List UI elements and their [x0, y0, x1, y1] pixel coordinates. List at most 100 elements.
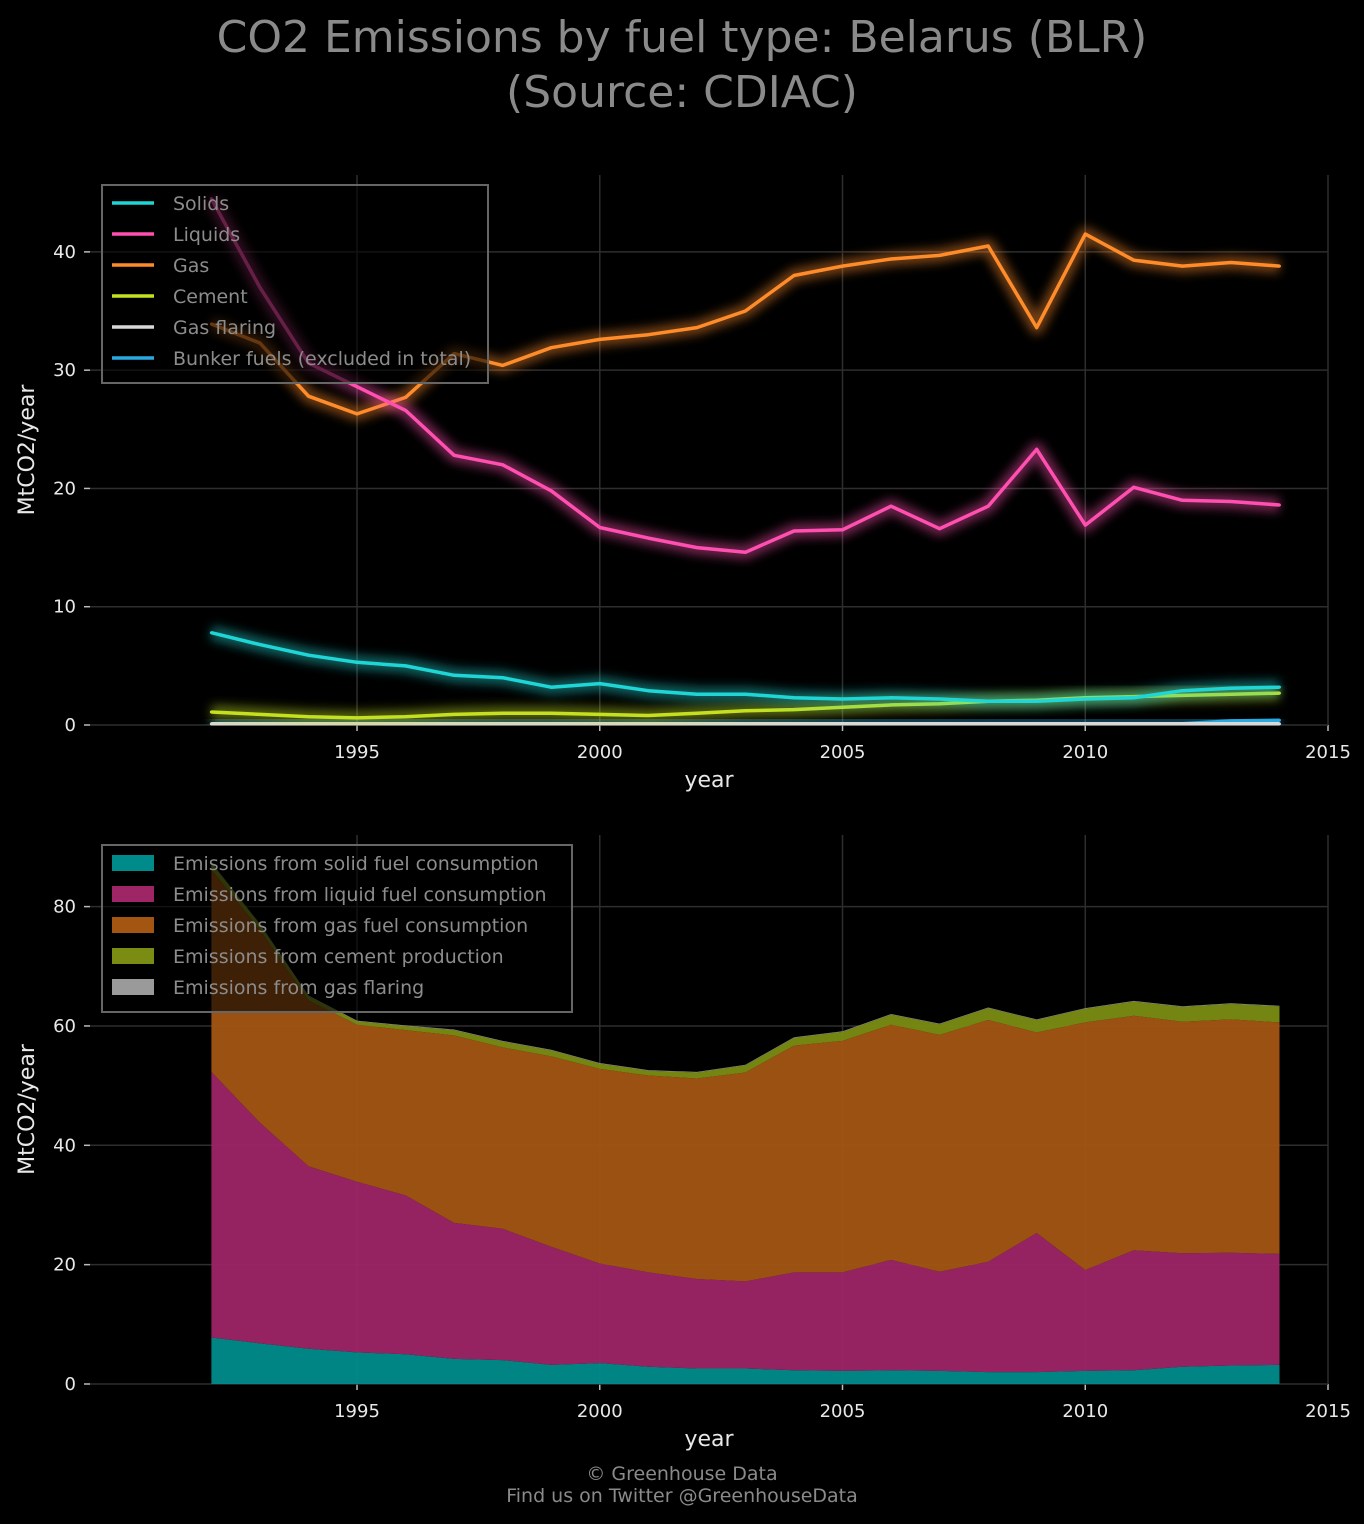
- y-tick-label-10: 10: [53, 597, 76, 618]
- line-chart-by-fuel: 1995 2000 2005 2010 2015 0 10 20 30 40 year MtCO2/y…: [15, 175, 1351, 793]
- legend-label-2: Gas: [173, 255, 209, 277]
- data-point-3-3: [355, 716, 359, 720]
- data-point-2-9: [646, 333, 650, 337]
- data-point-3-12: [792, 708, 796, 712]
- data-point-4-15: [938, 722, 942, 726]
- data-point-1-6: [501, 463, 505, 467]
- data-point-3-9: [646, 714, 650, 718]
- y-tick-label-20: 20: [53, 1255, 76, 1276]
- data-point-2-6: [501, 363, 505, 367]
- y-tick-label-30: 30: [53, 360, 76, 381]
- area-band-0: [211, 1337, 1280, 1384]
- data-point-1-5: [452, 453, 456, 457]
- stacked-area-chart: 1995 2000 2005 2010 2015 0 20 40 60 80 year MtCO2/y…: [15, 835, 1351, 1452]
- legend-label-1: Liquids: [173, 224, 240, 246]
- legend-box: [101, 844, 573, 1013]
- data-point-1-12: [792, 529, 796, 533]
- data-point-1-7: [549, 489, 553, 493]
- data-point-2-2: [306, 394, 310, 398]
- area-band-2: [211, 869, 1280, 1282]
- data-point-4-6: [501, 722, 505, 726]
- data-point-2-10: [695, 326, 699, 330]
- data-point-0-7: [549, 685, 553, 689]
- data-point-1-9: [646, 536, 650, 540]
- area-band-1: [211, 1071, 1280, 1373]
- data-point-1-21: [1229, 499, 1233, 503]
- data-point-4-12: [792, 722, 796, 726]
- data-point-3-7: [549, 711, 553, 715]
- data-point-1-10: [695, 546, 699, 550]
- data-point-1-20: [1180, 498, 1184, 502]
- x-tick-label-2010: 2010: [1062, 742, 1108, 763]
- data-point-2-13: [841, 264, 845, 268]
- legend-swatch-0: [112, 855, 154, 871]
- data-point-0-12: [792, 696, 796, 700]
- legend-swatch-4: [112, 979, 154, 995]
- y-axis-label: MtCO2/year: [15, 384, 40, 516]
- data-point-4-7: [549, 722, 553, 726]
- data-point-1-18: [1083, 523, 1087, 527]
- chart-title-line1: CO2 Emissions by fuel type: Belarus (BLR…: [216, 12, 1148, 63]
- legend-swatch-2: [112, 917, 154, 933]
- x-tick-label-2005: 2005: [820, 742, 866, 763]
- data-point-2-20: [1180, 264, 1184, 268]
- legend-label-2: Emissions from gas fuel consumption: [173, 915, 528, 937]
- data-point-2-11: [743, 309, 747, 313]
- data-point-4-21: [1229, 722, 1233, 726]
- legend-swatch-3: [112, 948, 154, 964]
- data-point-1-16: [986, 504, 990, 508]
- x-tick-label-1995: 1995: [334, 742, 380, 763]
- x-axis-label: year: [684, 1427, 734, 1452]
- data-point-4-8: [598, 722, 602, 726]
- data-point-4-16: [986, 722, 990, 726]
- data-point-0-20: [1180, 689, 1184, 693]
- data-point-1-14: [889, 504, 893, 508]
- data-point-1-3: [355, 385, 359, 389]
- data-point-0-8: [598, 682, 602, 686]
- data-point-4-14: [889, 722, 893, 726]
- area-band-3: [211, 863, 1280, 1079]
- data-point-0-22: [1277, 685, 1281, 689]
- x-tick-label-2005: 2005: [820, 1401, 866, 1422]
- data-point-0-15: [938, 697, 942, 701]
- data-point-0-10: [695, 692, 699, 696]
- data-point-2-8: [598, 337, 602, 341]
- data-point-4-19: [1132, 722, 1136, 726]
- y-tick-label-40: 40: [53, 242, 76, 263]
- data-point-3-6: [501, 711, 505, 715]
- legend-label-0: Emissions from solid fuel consumption: [173, 853, 539, 875]
- legend-swatch-1: [112, 886, 154, 902]
- data-point-2-16: [986, 244, 990, 248]
- data-point-3-10: [695, 711, 699, 715]
- data-point-0-4: [404, 664, 408, 668]
- x-axis-label: year: [684, 768, 734, 793]
- chart-title: CO2 Emissions by fuel type: Belarus (BLR…: [0, 10, 1364, 120]
- x-tick-label-2000: 2000: [577, 1401, 623, 1422]
- data-point-1-13: [841, 528, 845, 532]
- legend-label-3: Cement: [173, 286, 248, 308]
- data-point-4-22: [1277, 722, 1281, 726]
- y-tick-label-0: 0: [65, 715, 76, 736]
- x-tick-label-2010: 2010: [1062, 1401, 1108, 1422]
- data-point-2-18: [1083, 232, 1087, 236]
- data-point-1-8: [598, 525, 602, 529]
- data-point-4-5: [452, 722, 456, 726]
- legend-label-4: Emissions from gas flaring: [173, 977, 424, 999]
- footer-twitter: Find us on Twitter @GreenhouseData: [506, 1485, 858, 1507]
- y-tick-label-20: 20: [53, 478, 76, 499]
- data-point-0-1: [258, 643, 262, 647]
- data-point-2-4: [404, 395, 408, 399]
- y-tick-label-40: 40: [53, 1135, 76, 1156]
- data-point-1-11: [743, 550, 747, 554]
- data-point-0-14: [889, 696, 893, 700]
- data-point-0-9: [646, 689, 650, 693]
- data-point-0-13: [841, 697, 845, 701]
- legend-label-4: Gas flaring: [173, 317, 276, 339]
- y-tick-label-60: 60: [53, 1016, 76, 1037]
- data-point-1-19: [1132, 485, 1136, 489]
- data-point-0-11: [743, 692, 747, 696]
- data-point-0-5: [452, 673, 456, 677]
- footer-copyright: © Greenhouse Data: [586, 1463, 778, 1485]
- data-point-0-0: [209, 631, 213, 635]
- data-point-3-0: [209, 710, 213, 714]
